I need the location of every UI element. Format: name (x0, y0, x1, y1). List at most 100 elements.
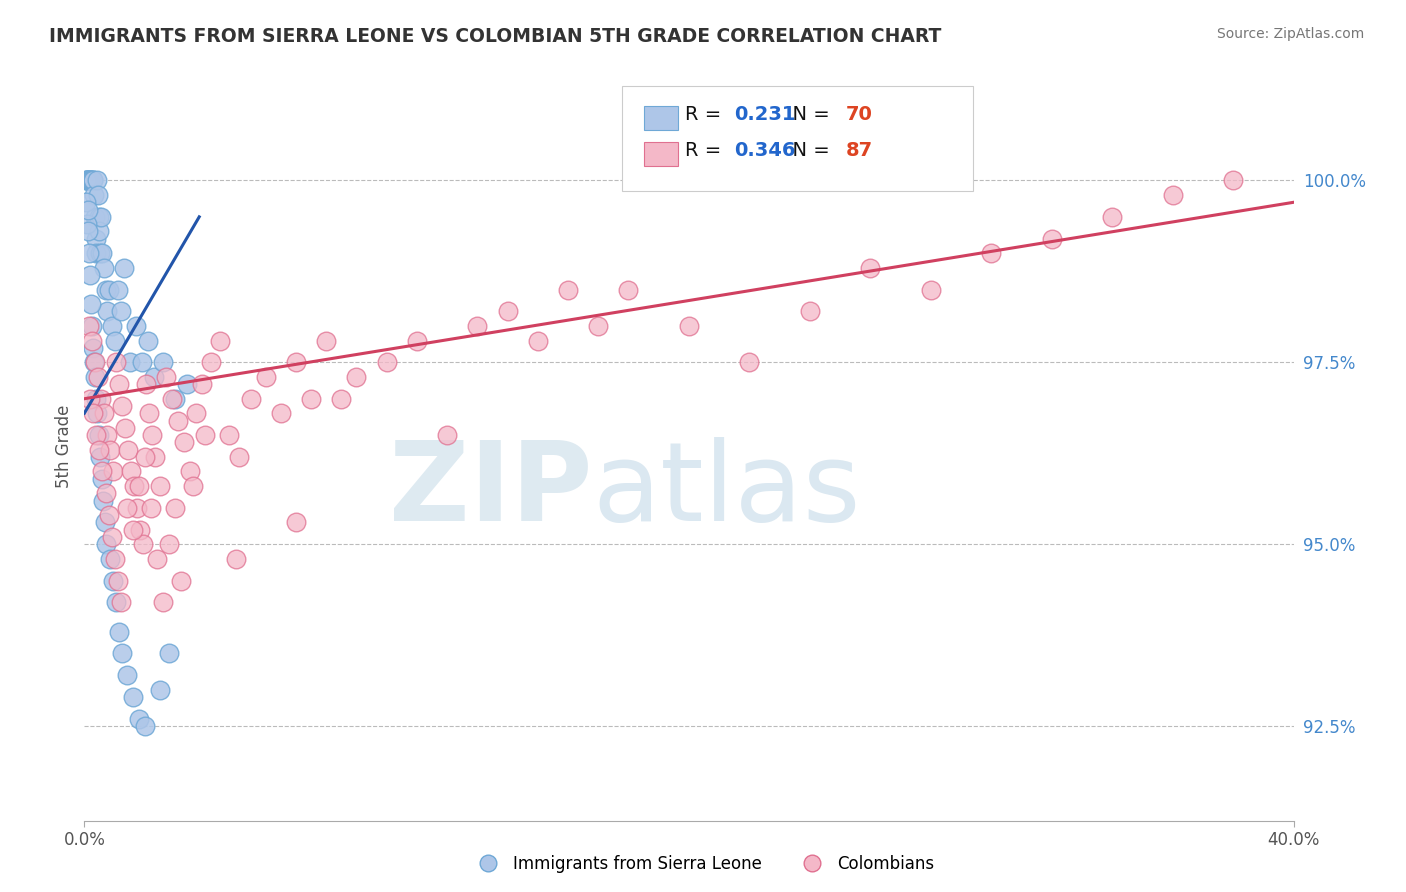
Y-axis label: 5th Grade: 5th Grade (55, 404, 73, 488)
Point (80, 318, 103, 333)
Point (107, 574, 129, 588)
Point (82, 406, 104, 420)
Point (96, 428, 118, 442)
Point (76, 217, 98, 231)
Point (114, 421, 136, 435)
Point (738, 355, 761, 369)
Point (120, 465, 142, 479)
Point (315, 334, 337, 348)
Point (79, 268, 101, 282)
Point (157, 646, 180, 660)
Point (97, 508, 120, 522)
Point (127, 500, 149, 515)
Point (77, 173, 100, 187)
Point (89, 442, 111, 457)
Point (77, 318, 100, 333)
Point (87, 370, 110, 384)
Point (98, 442, 121, 457)
Point (980, 246, 1002, 260)
Point (84, 355, 107, 369)
Point (678, 318, 700, 333)
Point (920, 283, 942, 297)
Point (100, 318, 122, 333)
FancyBboxPatch shape (644, 142, 678, 166)
Point (75, 195, 97, 210)
Point (82, 341, 104, 355)
Point (101, 574, 124, 588)
Point (406, 334, 429, 348)
Point (152, 355, 174, 369)
Point (76, 173, 98, 187)
Point (129, 523, 152, 537)
Point (131, 355, 153, 369)
Point (86, 406, 108, 420)
Point (101, 465, 124, 479)
Point (111, 399, 134, 413)
Point (285, 355, 308, 369)
Point (136, 334, 159, 348)
Point (80, 297, 103, 311)
Point (142, 370, 165, 384)
Point (93, 260, 115, 275)
Point (80, 173, 103, 187)
Point (121, 690, 143, 704)
Point (91, 246, 114, 260)
Point (76, 202, 98, 217)
Point (83, 188, 105, 202)
Point (436, 428, 458, 442)
Point (110, 304, 132, 318)
Text: ZIP: ZIP (389, 437, 592, 544)
Point (145, 450, 167, 464)
Point (110, 595, 132, 609)
Point (77, 224, 100, 238)
Point (86, 173, 108, 187)
Point (94, 283, 117, 297)
Point (122, 479, 145, 493)
Point (117, 442, 139, 457)
Point (82, 173, 104, 187)
Point (134, 450, 156, 464)
Point (859, 260, 882, 275)
Point (152, 595, 174, 609)
Point (104, 334, 127, 348)
Point (89, 224, 111, 238)
Point (83, 355, 105, 369)
Point (121, 523, 143, 537)
Point (557, 283, 579, 297)
Point (179, 465, 201, 479)
Point (167, 413, 190, 427)
Point (149, 479, 172, 493)
FancyBboxPatch shape (644, 106, 678, 130)
Point (139, 500, 162, 515)
Point (228, 450, 250, 464)
Point (141, 428, 163, 442)
Point (191, 377, 214, 392)
Point (176, 377, 198, 392)
Point (157, 537, 180, 551)
Point (84, 232, 107, 246)
Legend: Immigrants from Sierra Leone, Colombians: Immigrants from Sierra Leone, Colombians (465, 848, 941, 880)
Point (87, 210, 110, 224)
Text: R =: R = (685, 141, 728, 161)
Point (299, 392, 322, 406)
Point (86, 428, 108, 442)
Text: 0.346: 0.346 (734, 141, 796, 161)
Point (270, 406, 292, 420)
Point (125, 318, 148, 333)
Point (496, 304, 519, 318)
Point (155, 370, 177, 384)
Point (100, 530, 122, 544)
Point (181, 479, 204, 493)
Point (375, 355, 398, 369)
Point (346, 370, 368, 384)
Point (80, 173, 103, 187)
Point (128, 712, 150, 726)
Point (82, 173, 104, 187)
Text: atlas: atlas (592, 437, 860, 544)
Text: 0.231: 0.231 (734, 105, 796, 124)
Point (132, 537, 155, 551)
Text: IMMIGRANTS FROM SIERRA LEONE VS COLOMBIAN 5TH GRADE CORRELATION CHART: IMMIGRANTS FROM SIERRA LEONE VS COLOMBIA… (49, 27, 942, 45)
Point (1040, 232, 1063, 246)
Text: N =: N = (780, 105, 835, 124)
Point (173, 435, 195, 450)
